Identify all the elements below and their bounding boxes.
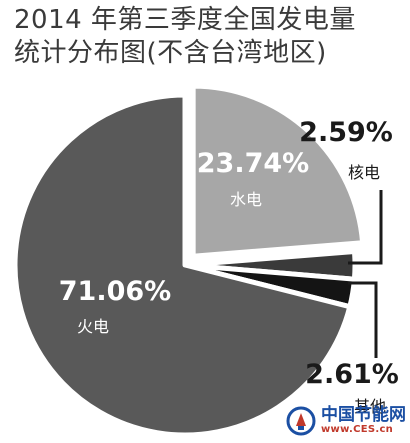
chart-title-line-1: 2014 年第三季度全国发电量 — [14, 5, 356, 35]
chart-title-line-2: 统计分布图(不含台湾地区) — [14, 38, 327, 68]
watermark: 中国节能网 www.CES.cn — [286, 401, 406, 441]
slice-thermal — [12, 92, 353, 438]
slice-other-name-label: 其他 — [354, 397, 386, 416]
slice-other-leader-line — [348, 281, 378, 358]
pie-slices — [12, 83, 366, 438]
slice-nuclear-leader-line — [348, 190, 383, 265]
slice-hydro-percent-label: 23.74% — [197, 148, 309, 179]
slice-nuclear-name-label: 核电 — [348, 163, 380, 182]
leader-lines — [348, 190, 383, 358]
watermark-url: www.CES.cn — [321, 423, 394, 435]
chart-title: 2014 年第三季度全国发电量 统计分布图(不含台湾地区) — [14, 4, 406, 70]
slice-labels: 23.74% 水电 2.59% 核电 2.61% 其他 71.06% 火电 — [59, 117, 399, 416]
slice-other-percent-label: 2.61% — [305, 359, 399, 390]
slice-nuclear-percent-label: 2.59% — [299, 117, 393, 148]
slice-thermal-percent-label: 71.06% — [59, 276, 171, 307]
watermark-site-name: 中国节能网 — [321, 404, 406, 425]
slice-hydro-name-label: 水电 — [230, 190, 262, 209]
slice-hydro — [190, 83, 366, 259]
slice-thermal-name-label: 火电 — [77, 317, 109, 336]
energy-bulb-icon — [286, 406, 316, 436]
